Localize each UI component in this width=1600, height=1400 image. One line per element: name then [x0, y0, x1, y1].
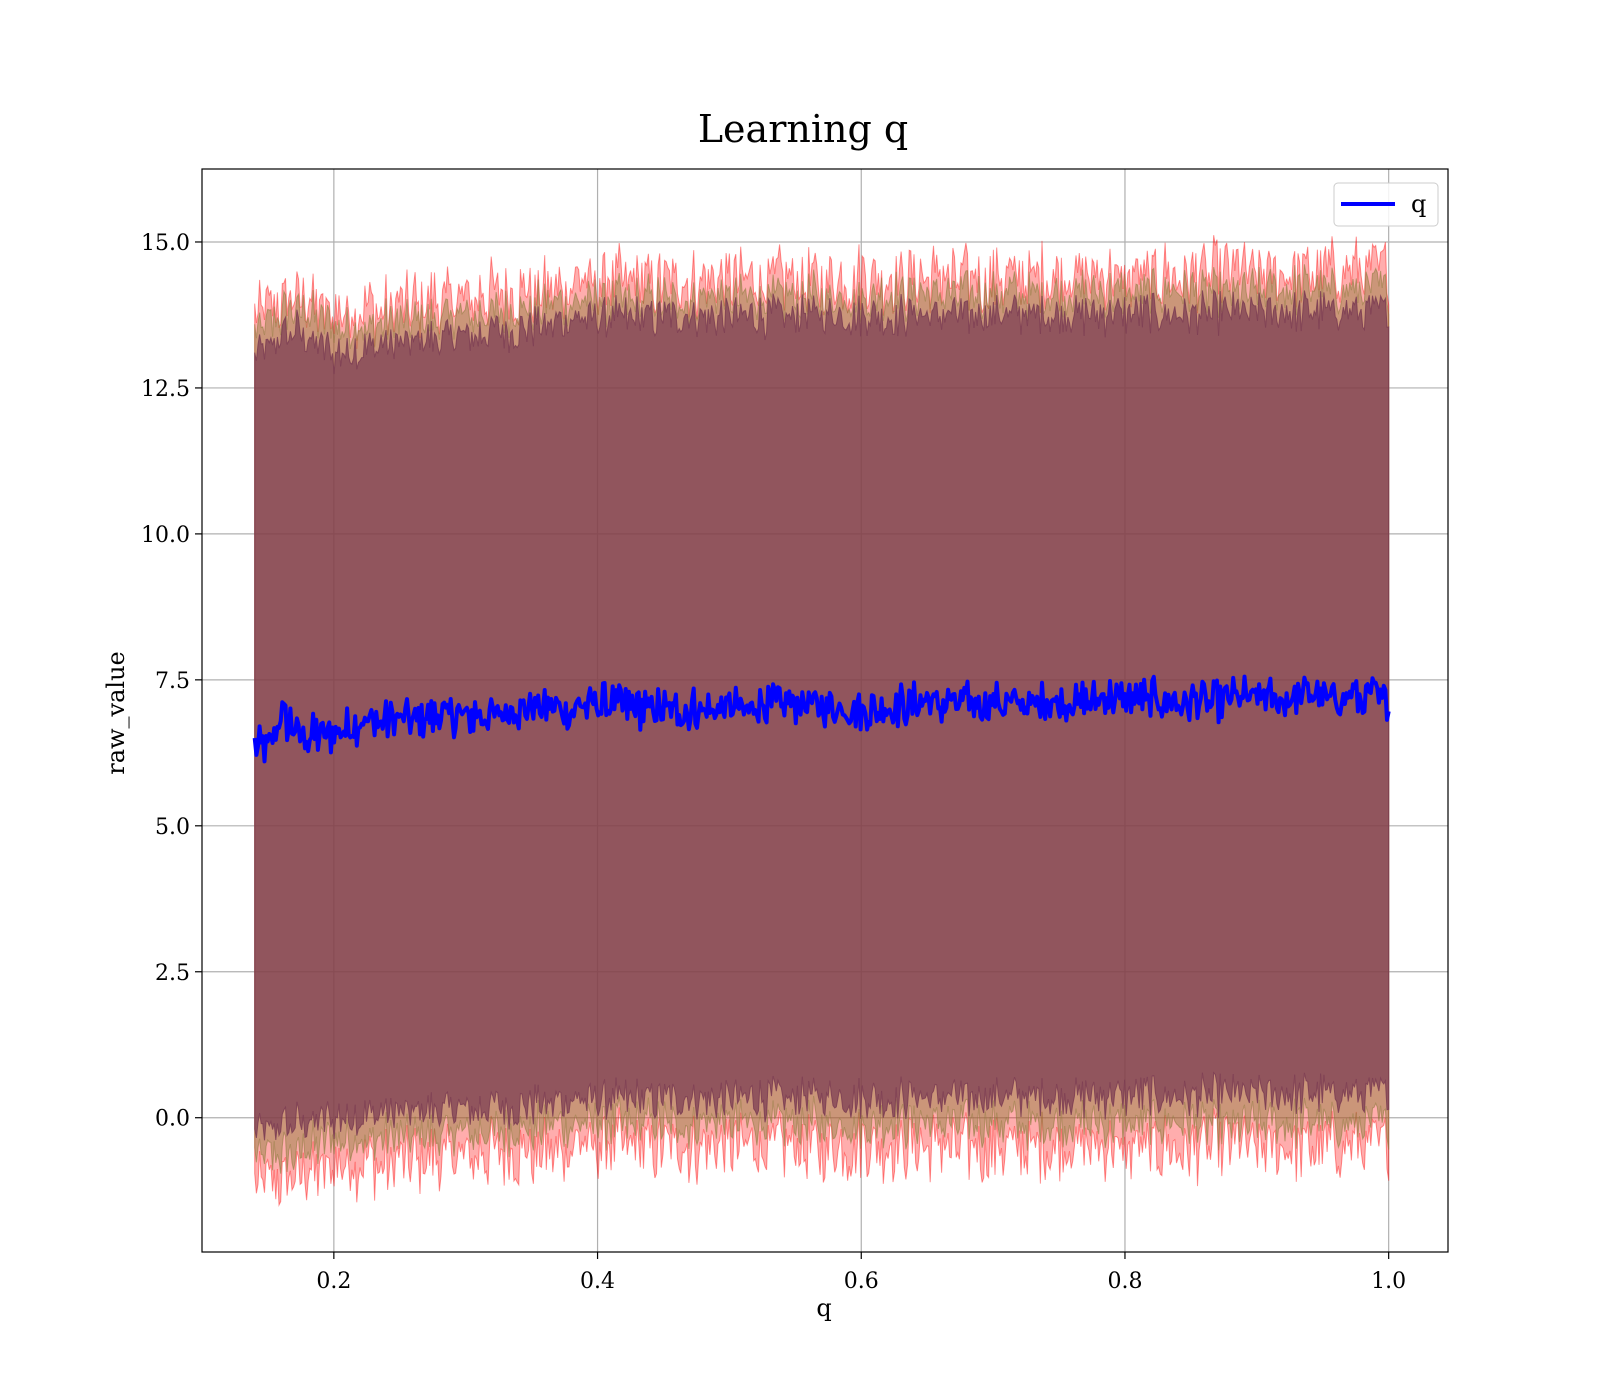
y-tick-label: 12.5: [141, 377, 190, 402]
y-axis-ticks: 0.0 2.5 5.0 7.5 10.0 12.5 15.0: [141, 231, 202, 1132]
series-line-q: [252, 674, 1391, 764]
legend: q: [1333, 182, 1439, 227]
plot-frame: [201, 168, 1449, 1253]
x-tick-label: 0.2: [316, 1269, 351, 1294]
x-axis-ticks: 0.2 0.4 0.6 0.8 1.0: [316, 1252, 1406, 1294]
x-tick-label: 0.8: [1107, 1269, 1142, 1294]
x-tick-label: 0.6: [844, 1269, 879, 1294]
legend-label-q: q: [1411, 190, 1426, 218]
y-axis-label: raw_value: [102, 651, 130, 775]
series-lines: [252, 674, 1391, 764]
chart-title: Learning q: [698, 107, 908, 151]
y-tick-label: 5.0: [155, 815, 190, 840]
y-tick-label: 10.0: [141, 523, 190, 548]
y-tick-label: 0.0: [155, 1107, 190, 1132]
y-tick-label: 7.5: [155, 669, 190, 694]
confidence-bands: [254, 235, 1390, 1207]
x-tick-label: 1.0: [1371, 1269, 1406, 1294]
x-axis-label: q: [816, 1294, 831, 1322]
y-tick-label: 2.5: [155, 961, 190, 986]
x-tick-label: 0.4: [580, 1269, 615, 1294]
y-tick-label: 15.0: [141, 231, 190, 256]
